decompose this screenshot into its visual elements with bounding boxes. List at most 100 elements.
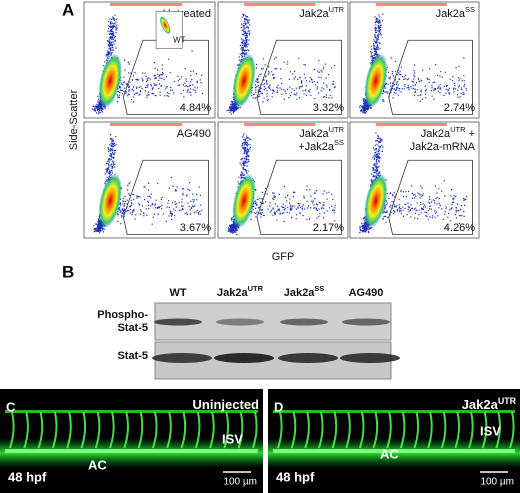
label-part: Jak2a: [284, 287, 315, 299]
isv: [180, 411, 187, 449]
label-part: Jak2a-mRNA: [410, 141, 476, 153]
ac-label: AC: [380, 446, 399, 461]
label-part: AG490: [349, 287, 384, 299]
percent-label: 4.26%: [444, 222, 475, 234]
isv: [166, 411, 172, 449]
density-core: [232, 173, 256, 229]
dorsal-vessel: [273, 410, 515, 413]
isv-label: ISV: [480, 423, 501, 438]
isv: [194, 411, 201, 449]
isv: [277, 411, 283, 449]
inset-core: [159, 15, 171, 35]
percent-label: 3.67%: [180, 222, 211, 234]
isv: [386, 411, 392, 449]
dorsal-vessel: [5, 410, 258, 413]
gate: [256, 39, 342, 115]
band: [340, 353, 400, 363]
label-part: Jak2a: [421, 128, 451, 140]
gate: [122, 159, 209, 235]
superscript: UTR: [248, 284, 264, 293]
isv: [399, 411, 406, 449]
stage-label: 48 hpf: [276, 469, 315, 484]
scale-label: 100 µm: [223, 477, 257, 488]
top-band: [110, 3, 183, 6]
isv: [23, 411, 29, 449]
label-part: Uninjected: [193, 397, 260, 412]
label: Jak2aSS: [436, 5, 475, 20]
density-core: [98, 53, 122, 109]
isv: [358, 411, 365, 449]
label: AG490: [177, 128, 211, 140]
label: AG490: [349, 287, 384, 299]
label-part: Jak2a: [299, 8, 329, 20]
isv: [427, 411, 433, 449]
isv: [66, 411, 72, 449]
band: [154, 318, 202, 326]
label-part: Jak2a: [299, 128, 329, 140]
label: WT: [169, 287, 186, 299]
isv: [290, 411, 297, 449]
isv: [509, 411, 515, 449]
y-axis-label: Side-Scatter: [68, 89, 80, 150]
label-part: Jak2a: [462, 397, 499, 412]
label-part: Jak2a: [436, 8, 466, 20]
isv: [345, 411, 351, 449]
density-core: [364, 53, 388, 109]
isv: [209, 411, 215, 449]
label-part: Jak2a: [217, 287, 248, 299]
isv: [454, 411, 461, 449]
label: Jak2aSS: [284, 284, 325, 299]
percent-label: 2.74%: [444, 102, 475, 114]
isv: [440, 411, 447, 449]
top-band: [375, 3, 447, 6]
isv: [9, 411, 15, 449]
scale-label: 100 µm: [480, 477, 514, 488]
inset-label: WT: [173, 35, 186, 44]
superscript: UTR: [450, 125, 466, 134]
isv: [109, 411, 115, 449]
gate: [122, 39, 209, 115]
isv: [317, 411, 324, 449]
gate: [256, 159, 342, 235]
isv: [151, 411, 158, 449]
density-core: [232, 53, 256, 109]
label: +Jak2aSS: [298, 138, 344, 153]
isv: [94, 411, 101, 449]
superscript: SS: [465, 5, 475, 14]
label: Jak2aUTR +: [421, 125, 475, 140]
density-core: [364, 173, 388, 229]
band: [216, 318, 264, 326]
superscript: UTR: [498, 396, 517, 406]
panel-label: A: [62, 0, 74, 19]
axial-artery: [273, 449, 515, 453]
isv: [223, 411, 230, 449]
band: [342, 318, 390, 326]
isv: [51, 411, 58, 449]
panel-label: B: [62, 262, 74, 281]
isv: [37, 411, 44, 449]
row-label: Stat-5: [117, 350, 148, 362]
label-part: AG490: [177, 128, 211, 140]
isv: [304, 411, 310, 449]
label: Jak2a-mRNA: [410, 141, 476, 153]
percent-label: 3.32%: [313, 102, 344, 114]
scatter-dots: [359, 13, 468, 114]
top-band: [244, 123, 316, 126]
gate: [388, 159, 473, 235]
isv: [413, 411, 420, 449]
isv: [481, 411, 488, 449]
panel-label: D: [274, 399, 283, 414]
label: Uninjected: [193, 397, 260, 412]
isv: [372, 411, 379, 449]
panel-label: C: [6, 399, 16, 414]
x-axis-label: GFP: [272, 251, 295, 263]
isv: [252, 411, 258, 449]
top-band: [110, 123, 183, 126]
label-part: WT: [169, 287, 186, 299]
label-part: +: [466, 128, 475, 140]
isv: [495, 411, 501, 449]
label: Jak2aUTR: [299, 125, 344, 140]
superscript: UTR: [329, 5, 345, 14]
band: [214, 353, 274, 363]
